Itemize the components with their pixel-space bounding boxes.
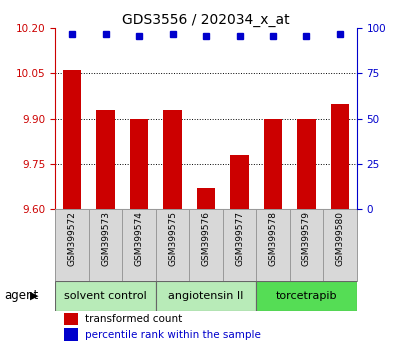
- Text: GSM399577: GSM399577: [234, 211, 243, 266]
- Text: GSM399572: GSM399572: [67, 211, 76, 266]
- Text: GSM399579: GSM399579: [301, 211, 310, 266]
- Bar: [230, 155, 248, 209]
- Title: GDS3556 / 202034_x_at: GDS3556 / 202034_x_at: [122, 13, 289, 27]
- Text: GSM399576: GSM399576: [201, 211, 210, 266]
- Text: ▶: ▶: [29, 291, 38, 301]
- Bar: [263, 119, 281, 209]
- Text: GSM399578: GSM399578: [268, 211, 277, 266]
- Bar: [63, 70, 81, 209]
- Bar: [163, 109, 181, 209]
- Bar: [130, 119, 148, 209]
- Text: agent: agent: [4, 289, 38, 302]
- Bar: [256, 281, 356, 310]
- Text: angiotensin II: angiotensin II: [168, 291, 243, 301]
- Text: GSM399573: GSM399573: [101, 211, 110, 266]
- Bar: [330, 103, 348, 209]
- Text: torcetrapib: torcetrapib: [275, 291, 336, 301]
- Bar: [96, 109, 115, 209]
- Text: solvent control: solvent control: [64, 291, 146, 301]
- Text: GSM399575: GSM399575: [168, 211, 177, 266]
- Bar: [155, 281, 256, 310]
- Bar: [64, 313, 78, 325]
- Text: transformed count: transformed count: [85, 314, 182, 324]
- Text: percentile rank within the sample: percentile rank within the sample: [85, 330, 261, 339]
- Bar: [297, 119, 315, 209]
- Bar: [64, 328, 78, 341]
- Text: GSM399574: GSM399574: [134, 211, 143, 266]
- Text: GSM399580: GSM399580: [335, 211, 344, 266]
- Bar: [196, 188, 215, 209]
- Bar: [55, 281, 155, 310]
